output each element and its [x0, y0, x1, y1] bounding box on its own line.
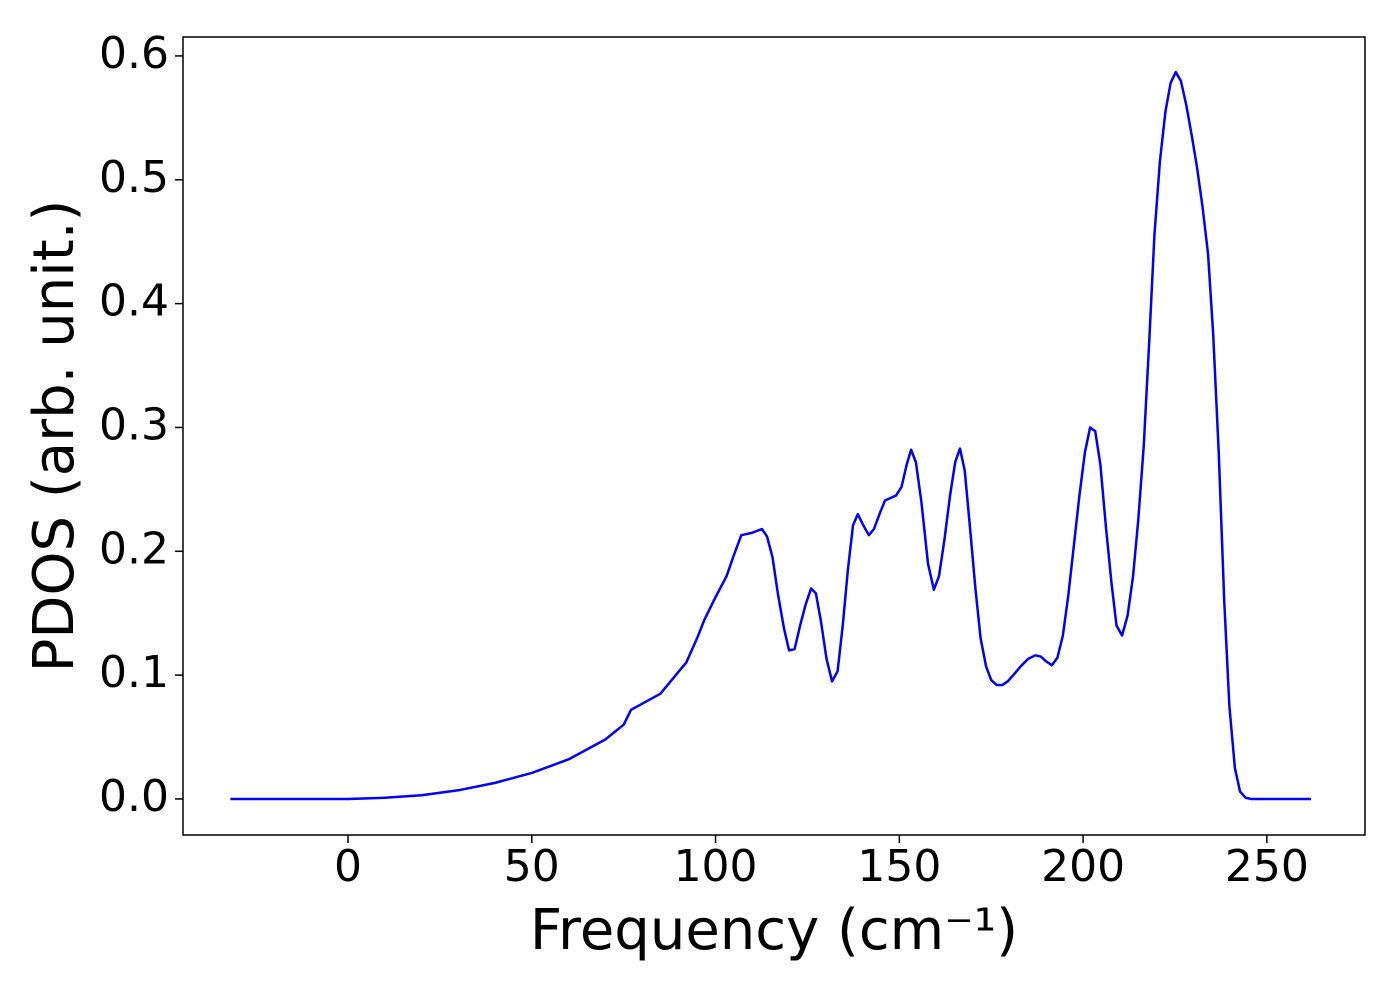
y-tick-label: 0.2 [99, 523, 169, 574]
x-tick-label: 150 [857, 841, 941, 892]
y-tick-label: 0.6 [99, 28, 169, 79]
x-tick-label: 100 [674, 841, 758, 892]
y-tick-label: 0.0 [99, 771, 169, 822]
x-tick-label: 200 [1041, 841, 1125, 892]
y-axis-label: PDOS (arb. unit.) [22, 200, 87, 673]
x-tick-label: 50 [504, 841, 560, 892]
plot-frame [182, 36, 1366, 836]
y-tick-label: 0.3 [99, 399, 169, 450]
y-tick-label: 0.1 [99, 647, 169, 698]
x-tick-label: 250 [1225, 841, 1309, 892]
data-line [230, 70, 1311, 801]
y-tick-label: 0.4 [99, 276, 169, 327]
x-axis-label: Frequency (cm⁻¹) [530, 898, 1018, 963]
x-tick-label: 0 [334, 841, 362, 892]
y-tick-label: 0.5 [99, 152, 169, 203]
